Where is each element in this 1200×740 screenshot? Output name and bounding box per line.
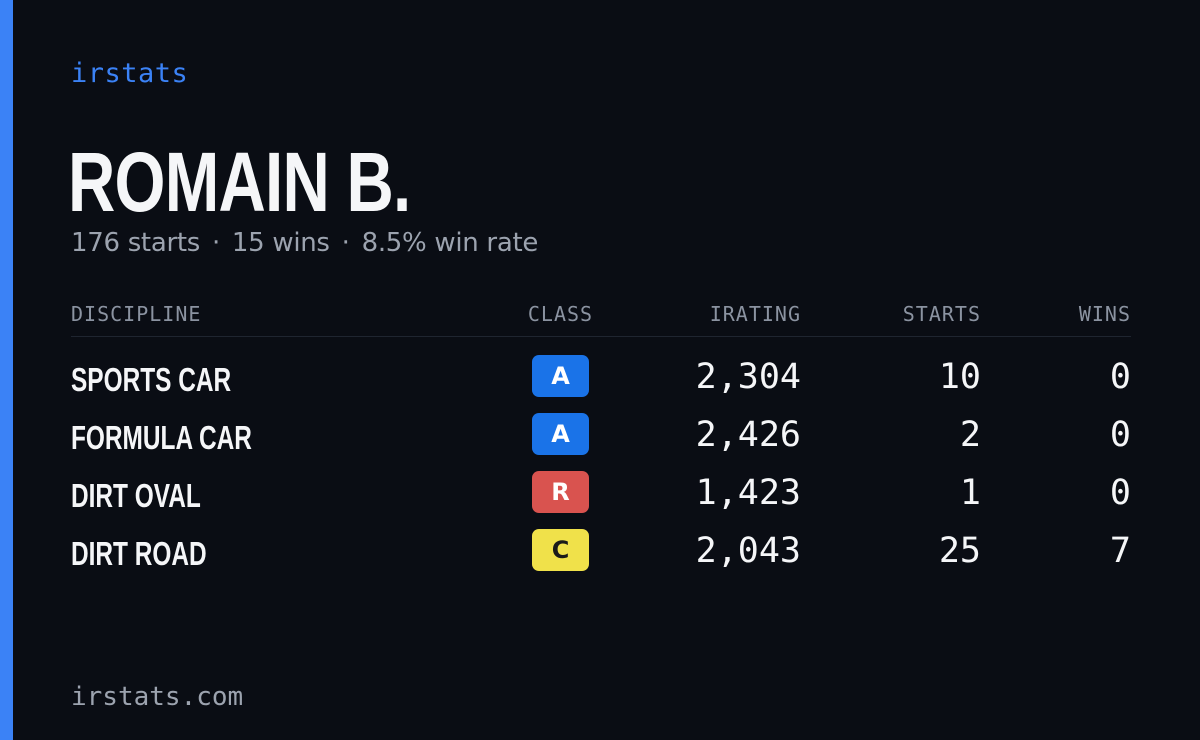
table-header: DISCIPLINE CLASS IRATING STARTS WINS	[71, 296, 1131, 337]
footer-url: irstats.com	[71, 682, 244, 712]
header-irating: IRATING	[709, 302, 801, 326]
starts-value: 2	[959, 415, 981, 455]
irating-value: 2,426	[695, 415, 801, 455]
irating-value: 2,043	[695, 531, 801, 571]
header-class: CLASS	[527, 302, 594, 326]
starts-count: 176 starts	[71, 228, 200, 258]
stats-table: DISCIPLINE CLASS IRATING STARTS WINS SPO…	[71, 296, 1131, 585]
table-row: FORMULA CAR A 2,426 2 0	[71, 411, 1131, 469]
separator: ·	[211, 228, 220, 258]
class-badge: C	[532, 529, 589, 571]
starts-value: 25	[938, 531, 981, 571]
discipline-name: DIRT OVAL	[71, 477, 201, 514]
class-badge: A	[532, 355, 589, 397]
driver-summary: 176 starts · 15 wins · 8.5% win rate	[71, 228, 538, 258]
irating-value: 1,423	[695, 473, 801, 513]
table-row: DIRT OVAL R 1,423 1 0	[71, 469, 1131, 527]
table-body: SPORTS CAR A 2,304 10 0 FORMULA CAR A 2,…	[71, 337, 1131, 585]
header-wins: WINS	[1078, 302, 1131, 326]
header-discipline: DISCIPLINE	[71, 302, 202, 326]
discipline-name: FORMULA CAR	[71, 419, 252, 456]
separator: ·	[341, 228, 350, 258]
win-rate: 8.5% win rate	[361, 228, 539, 258]
wins-value: 0	[1109, 357, 1131, 397]
brand-logo: irstats	[71, 58, 189, 89]
wins-value: 0	[1109, 415, 1131, 455]
accent-bar	[0, 0, 13, 740]
starts-value: 1	[959, 473, 981, 513]
wins-count: 15 wins	[231, 228, 330, 258]
header-starts: STARTS	[902, 302, 981, 326]
starts-value: 10	[938, 357, 981, 397]
table-row: DIRT ROAD C 2,043 25 7	[71, 527, 1131, 585]
irating-value: 2,304	[695, 357, 801, 397]
wins-value: 0	[1109, 473, 1131, 513]
class-badge: A	[532, 413, 589, 455]
class-badge: R	[532, 471, 589, 513]
table-row: SPORTS CAR A 2,304 10 0	[71, 353, 1131, 411]
wins-value: 7	[1109, 531, 1131, 571]
driver-name: ROMAIN B.	[68, 135, 411, 229]
discipline-name: SPORTS CAR	[71, 361, 232, 398]
discipline-name: DIRT ROAD	[71, 535, 207, 572]
